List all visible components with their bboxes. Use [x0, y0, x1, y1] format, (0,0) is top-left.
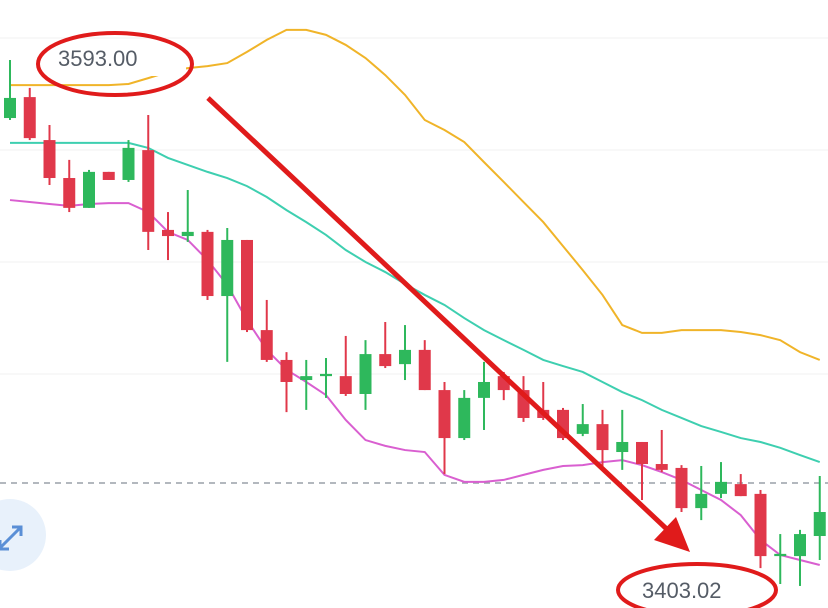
candle-body — [715, 481, 727, 494]
candle-body — [576, 424, 589, 434]
candle-body — [399, 349, 411, 365]
candle-body — [754, 493, 767, 557]
candle-body — [418, 349, 431, 391]
candle-body — [241, 239, 253, 331]
candle-body — [774, 553, 787, 557]
label-box — [636, 576, 764, 608]
expand-icon — [0, 525, 23, 551]
expand-button[interactable] — [0, 499, 46, 571]
candle-body — [320, 373, 332, 377]
candle-body — [379, 354, 392, 367]
candle-body — [478, 381, 490, 398]
candle-body — [616, 441, 629, 453]
candle-body — [813, 512, 826, 537]
highlight-ellipse — [616, 562, 778, 608]
candle-body — [359, 354, 372, 394]
overlay: 3593.00 3403.02 — [0, 31, 778, 608]
candle-body — [260, 330, 273, 360]
label-box — [52, 42, 186, 76]
price-label: 3593.00 — [58, 46, 138, 71]
candle-body — [300, 376, 313, 381]
candle-body — [142, 150, 155, 232]
candle-body — [83, 171, 95, 208]
arrow-head — [654, 517, 690, 552]
candle-body — [102, 171, 115, 180]
plot — [0, 28, 828, 586]
candle-body — [438, 390, 451, 439]
indicator-line — [10, 141, 821, 464]
candle-body — [339, 376, 352, 394]
candle-body — [675, 467, 688, 509]
candle-body — [43, 140, 56, 179]
candle-body — [162, 229, 174, 237]
candle-body — [63, 178, 76, 208]
candle-body — [596, 424, 609, 451]
candle-body — [655, 464, 668, 470]
trend-arrow — [206, 96, 674, 536]
candle-body — [221, 239, 234, 297]
candle-body — [4, 97, 16, 119]
highlight-ellipse — [36, 31, 194, 97]
indicator-line — [10, 28, 821, 361]
candle-body — [458, 397, 471, 439]
candle-body — [280, 359, 293, 382]
indicator-line — [9, 199, 820, 566]
background-grid — [0, 37, 828, 375]
candle-body — [695, 493, 708, 509]
candle-body — [734, 484, 747, 497]
candle-body — [122, 147, 135, 180]
candle-body — [181, 231, 194, 237]
candle-body — [23, 97, 36, 139]
candle-body — [201, 231, 214, 297]
price-label: 3403.02 — [642, 578, 722, 603]
candle-body — [794, 534, 806, 557]
candle-body — [636, 441, 648, 465]
